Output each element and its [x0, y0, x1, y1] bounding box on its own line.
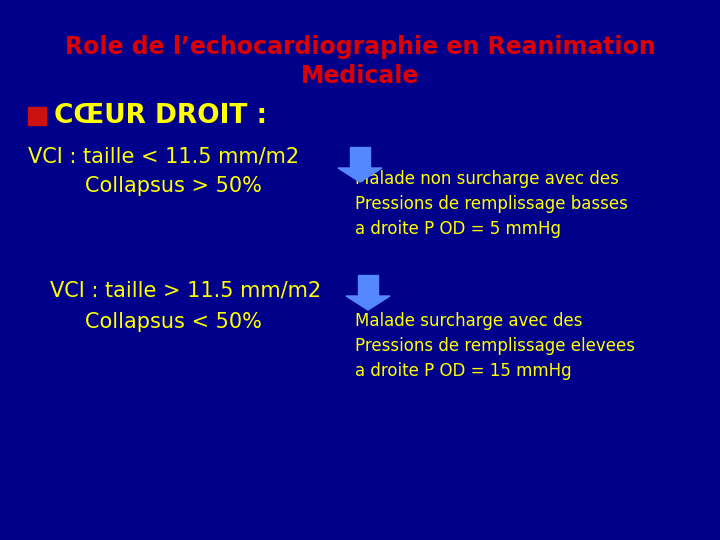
Text: VCI : taille < 11.5 mm/m2: VCI : taille < 11.5 mm/m2: [28, 147, 299, 167]
Text: Collapsus < 50%: Collapsus < 50%: [85, 312, 262, 332]
Polygon shape: [358, 275, 378, 296]
Text: Malade non surcharge avec des
Pressions de remplissage basses
a droite P OD = 5 : Malade non surcharge avec des Pressions …: [355, 170, 628, 238]
Polygon shape: [346, 296, 390, 310]
Polygon shape: [350, 147, 370, 168]
Text: Role de l’echocardiographie en Reanimation
Medicale: Role de l’echocardiographie en Reanimati…: [65, 35, 655, 87]
Polygon shape: [338, 168, 382, 182]
Text: Malade surcharge avec des
Pressions de remplissage elevees
a droite P OD = 15 mm: Malade surcharge avec des Pressions de r…: [355, 312, 635, 380]
Text: VCI : taille > 11.5 mm/m2: VCI : taille > 11.5 mm/m2: [50, 280, 321, 300]
Text: Collapsus > 50%: Collapsus > 50%: [85, 176, 262, 196]
Text: CŒUR DROIT :: CŒUR DROIT :: [54, 103, 267, 129]
FancyBboxPatch shape: [28, 107, 46, 125]
